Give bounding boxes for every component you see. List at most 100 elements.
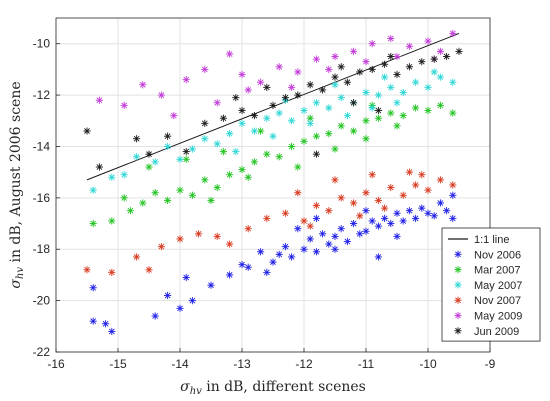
data-point <box>374 91 382 99</box>
data-point <box>325 65 333 73</box>
data-point <box>430 68 438 76</box>
data-point <box>362 88 370 97</box>
data-point <box>350 47 358 55</box>
data-point <box>368 104 376 112</box>
data-point <box>374 253 382 261</box>
legend-asterisk-marker <box>454 250 462 258</box>
series-jun-2009 <box>83 47 463 171</box>
data-point <box>319 230 327 238</box>
data-point <box>164 196 172 205</box>
data-point <box>213 232 221 240</box>
data-point <box>201 65 209 73</box>
data-point <box>300 137 308 145</box>
x-tick-label: -16 <box>47 357 65 371</box>
data-point <box>337 225 345 233</box>
data-point <box>312 201 320 210</box>
data-point <box>263 114 271 122</box>
legend-label: May 2009 <box>474 311 522 323</box>
data-point <box>312 214 320 222</box>
data-point <box>263 214 271 222</box>
data-point <box>219 148 227 156</box>
legend-label: May 2007 <box>474 280 522 292</box>
data-points <box>83 29 463 336</box>
data-point <box>157 243 165 251</box>
data-point <box>226 240 234 248</box>
data-point <box>145 163 153 171</box>
data-point <box>381 60 389 68</box>
data-point <box>362 227 370 235</box>
data-point <box>312 55 320 63</box>
data-point <box>226 50 234 58</box>
data-point <box>176 235 184 243</box>
data-point <box>405 207 413 215</box>
data-point <box>281 94 289 102</box>
data-point <box>250 158 258 166</box>
legend-label: Nov 2007 <box>474 295 521 307</box>
data-point <box>455 47 463 55</box>
data-point <box>393 70 401 79</box>
data-point <box>424 209 432 217</box>
data-point <box>120 194 128 202</box>
data-point <box>263 83 271 91</box>
data-point <box>374 114 382 122</box>
data-point <box>368 171 376 179</box>
data-point <box>368 65 376 73</box>
data-point <box>294 225 302 233</box>
legend-item: Nov 2007 <box>454 295 521 307</box>
data-point <box>449 29 457 38</box>
data-point <box>387 34 395 43</box>
data-point <box>374 106 382 115</box>
data-point <box>399 112 407 120</box>
data-point <box>263 268 271 276</box>
data-point <box>151 189 159 197</box>
data-point <box>449 214 457 222</box>
data-point <box>399 88 407 97</box>
data-point <box>331 52 339 61</box>
data-point <box>188 145 196 153</box>
series-nov-2007 <box>83 168 457 276</box>
data-point <box>393 99 401 107</box>
legend-label: Jun 2009 <box>474 326 519 338</box>
data-point <box>436 47 444 55</box>
data-point <box>300 245 308 253</box>
legend-item: Jun 2009 <box>454 326 519 338</box>
y-tick-label: -20 <box>33 294 51 308</box>
data-point <box>275 250 283 258</box>
data-point <box>95 96 103 104</box>
data-point <box>356 230 364 238</box>
data-point <box>133 153 141 161</box>
data-point <box>170 112 178 120</box>
x-axis-label-symbol: σ <box>180 379 190 395</box>
legend-asterisk-marker <box>454 327 462 335</box>
data-point <box>102 320 110 328</box>
data-point <box>374 196 382 205</box>
legend-label: 1:1 line <box>474 234 509 246</box>
data-point <box>412 78 420 86</box>
data-point <box>312 248 320 256</box>
data-point <box>176 304 184 312</box>
data-point <box>418 171 426 179</box>
data-point <box>238 70 246 79</box>
data-point <box>201 135 209 143</box>
data-point <box>257 78 265 86</box>
data-point <box>226 271 234 279</box>
data-point <box>325 240 333 248</box>
axis-ticks: -16 -15 -14 -13 -12 -11 -10 -9 -22 -20 -18 -16 -14 -1… <box>33 37 496 371</box>
data-point <box>350 219 358 228</box>
data-point <box>257 248 265 256</box>
data-point <box>325 104 333 112</box>
data-point <box>133 253 141 261</box>
data-point <box>393 122 401 130</box>
data-point <box>275 109 283 117</box>
data-point <box>362 207 370 215</box>
data-point <box>436 176 444 184</box>
legend-label: Mar 2007 <box>474 265 520 277</box>
data-point <box>226 130 234 138</box>
data-point <box>381 204 389 212</box>
data-point <box>250 112 258 120</box>
data-point <box>368 217 376 225</box>
data-point <box>89 317 97 325</box>
data-point <box>430 55 438 63</box>
data-point <box>337 122 345 130</box>
data-point <box>362 58 370 66</box>
